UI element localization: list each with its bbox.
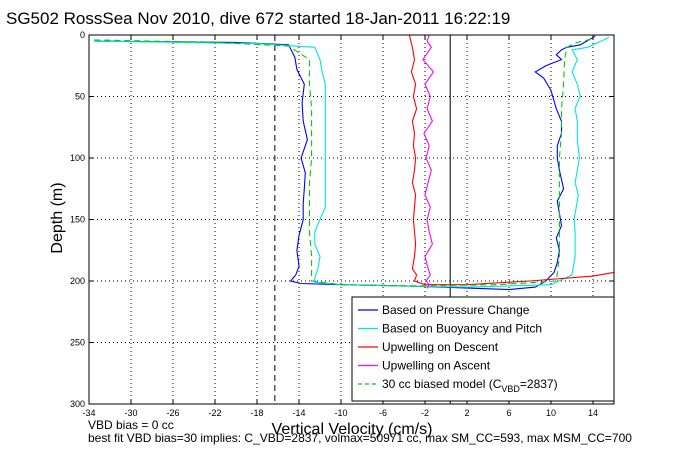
x-tick-label: -10 [334, 408, 347, 418]
series-layer [94, 34, 615, 291]
y-tick-label: 150 [70, 215, 85, 225]
series-line-2 [94, 37, 610, 288]
x-tick-label: 10 [546, 408, 556, 418]
x-tick-label: -26 [166, 408, 179, 418]
y-tick-label: 250 [70, 338, 85, 348]
chart-title: SG502 RossSea Nov 2010, dive 672 started… [6, 9, 510, 28]
legend-box [351, 296, 615, 402]
series-line-5 [94, 38, 594, 287]
x-tick-label: -34 [82, 408, 95, 418]
series-line-1 [94, 35, 596, 291]
x-tick-label: -14 [292, 408, 305, 418]
legend-label: Upwelling on Ascent [382, 359, 491, 373]
legend-label: Based on Pressure Change [382, 303, 530, 317]
x-tick-label: -18 [250, 408, 263, 418]
x-tick-label: -2 [421, 408, 429, 418]
y-axis-label: Depth (m) [49, 182, 66, 253]
x-tick-label: 2 [464, 408, 469, 418]
y-tick-label: 100 [70, 153, 85, 163]
tick-layer: -34 -30 -26 -22 -18 -14 -10 -6 -2 2 6 10 14050100150… [70, 30, 614, 418]
series-line-4 [422, 34, 435, 289]
x-axis-label: Vertical Velocity (cm/s) [272, 421, 433, 438]
grid-layer [89, 35, 614, 404]
y-tick-label: 50 [75, 92, 85, 102]
legend-label: Upwelling on Descent [382, 340, 499, 354]
x-tick-label: 14 [588, 408, 598, 418]
y-tick-label: 0 [80, 30, 85, 40]
legend: Based on Pressure Change Based on Buoyanc… [351, 296, 615, 402]
fit-summary-note: best fit VBD bias=30 implies: C_VBD=2837… [88, 431, 632, 445]
y-tick-label: 200 [70, 276, 85, 286]
series-line-3 [408, 34, 615, 286]
x-tick-label: -6 [379, 408, 387, 418]
vbd-bias-note: VBD bias = 0 cc [88, 418, 174, 432]
x-tick-label: -22 [208, 408, 221, 418]
legend-label: Based on Buoyancy and Pitch [382, 322, 542, 336]
x-tick-label: 6 [506, 408, 511, 418]
y-tick-label: 300 [70, 399, 85, 409]
x-tick-label: -30 [124, 408, 137, 418]
